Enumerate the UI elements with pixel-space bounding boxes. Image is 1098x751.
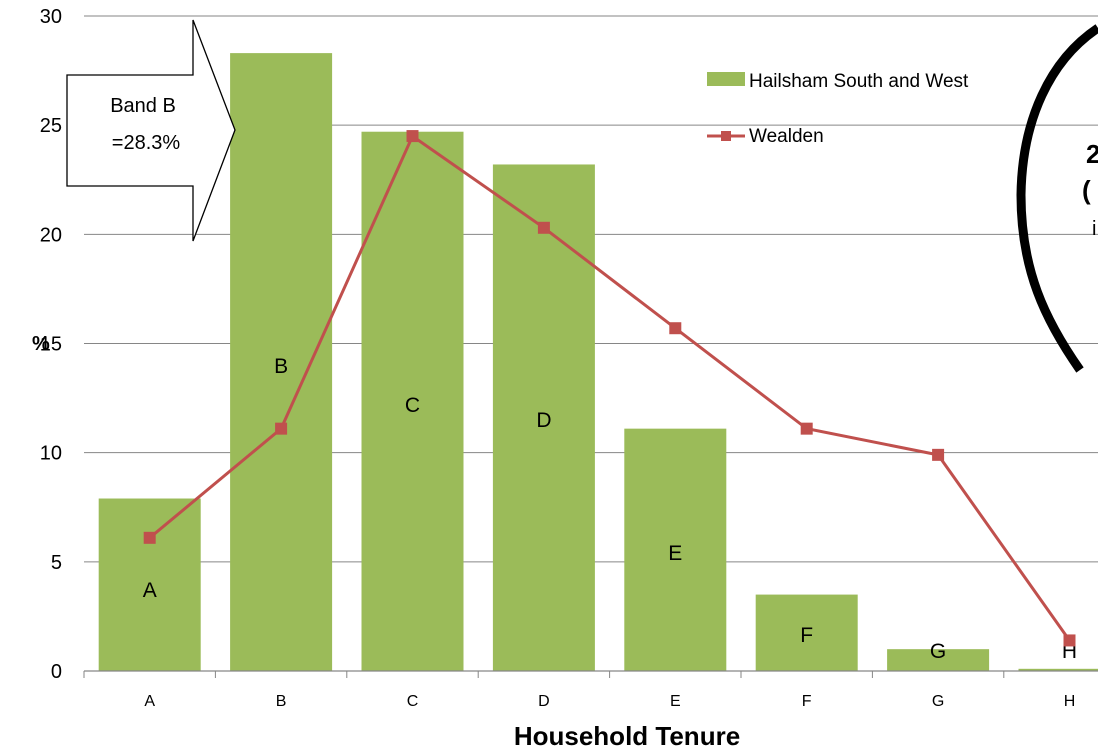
band-b-callout: Band B =28.3% [67,20,235,241]
legend-swatch-hailsham [707,72,745,86]
bar-label-e: E [668,542,682,565]
wealden-point-f [801,423,813,435]
wealden-point-d [538,222,550,234]
wealden-point-g [932,449,944,461]
x-tick-label-d: D [538,693,550,710]
x-axis-title: Household Tenure [514,721,740,751]
oval-text-line-2: ( [1082,175,1091,205]
bar-label-c: C [405,394,420,417]
callout-arrow-shape [67,20,235,241]
x-tick-label-f: F [802,693,812,710]
oval-callout: 2 ( i [1021,28,1098,370]
wealden-point-b [275,423,287,435]
bar-label-b: B [274,355,288,378]
bar-label-g: G [930,640,946,663]
x-tick-label-c: C [407,693,419,710]
wealden-point-c [407,130,419,142]
x-tick-labels: A B C D E F G H [144,693,1075,710]
bar-label-f: F [800,624,813,647]
wealden-point-e [669,322,681,334]
callout-line-1: Band B [110,95,176,117]
y-tick-label: 30 [40,6,62,28]
y-tick-label: 0 [51,661,62,683]
x-tick-label-e: E [670,693,681,710]
x-tick-label-g: G [932,693,944,710]
y-tick-label: 25 [40,115,62,137]
y-tick-label: 5 [51,552,62,574]
bars [99,53,1098,671]
y-tick-label: 20 [40,224,62,246]
x-tick-label-b: B [276,693,287,710]
legend: Hailsham South and West Wealden [707,71,969,147]
callout-line-2: =28.3% [112,132,181,154]
bar-label-a: A [143,579,157,602]
x-axis [84,671,1098,678]
legend-label-hailsham: Hailsham South and West [749,71,969,92]
legend-label-wealden: Wealden [749,126,824,147]
oval-text-line-1: 2 [1086,139,1098,169]
y-tick-label: 10 [40,443,62,465]
oval-text-line-3: i [1092,218,1096,240]
legend-marker-wealden [721,131,731,141]
x-tick-label-a: A [144,693,155,710]
wealden-point-h [1064,634,1076,646]
x-tick-label-h: H [1064,693,1076,710]
wealden-point-a [144,532,156,544]
bar-label-d: D [536,409,551,432]
y-axis-title: % [32,333,50,355]
